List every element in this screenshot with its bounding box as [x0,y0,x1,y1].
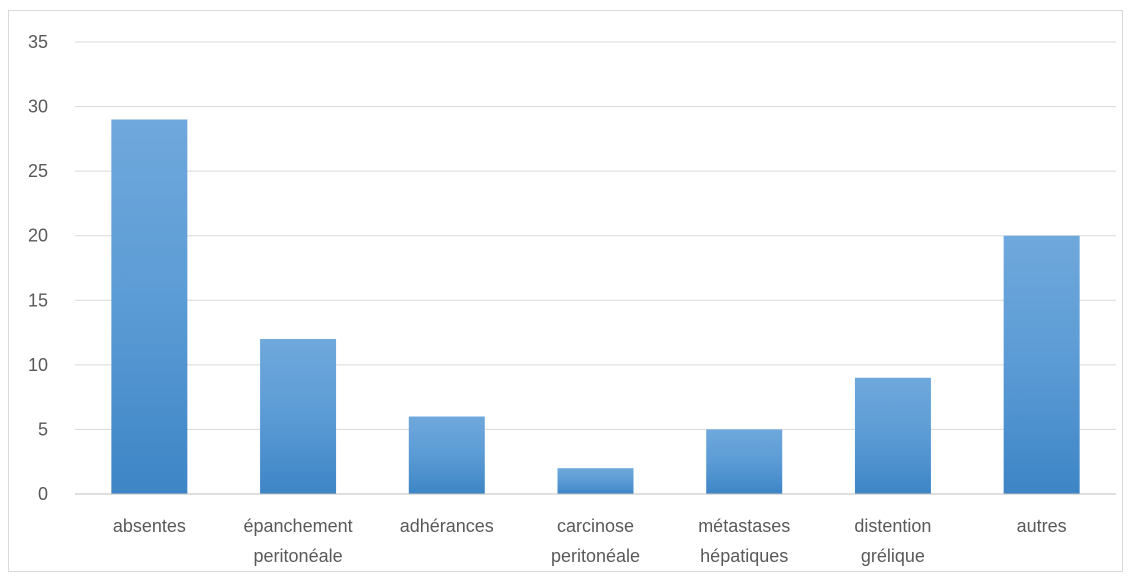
x-tick-label: épanchement peritonéale [244,516,353,566]
x-tick-label: adhérances [400,516,494,536]
bar [260,339,337,494]
x-tick-label: absentes [113,516,186,536]
bar [854,377,931,494]
y-tick-label: 5 [38,419,48,439]
y-tick-label: 25 [28,161,48,181]
x-tick-label: métastases hépatiques [698,516,790,566]
y-tick-label: 10 [28,355,48,375]
y-axis-ticks: 0 5 10 15 20 25 30 35 [28,32,48,504]
y-tick-label: 15 [28,290,48,310]
x-tick-label: distention grélique [854,516,931,566]
y-tick-label: 30 [28,97,48,117]
y-tick-label: 20 [28,226,48,246]
bar [706,429,783,494]
x-tick-label: carcinose peritonéale [551,516,640,566]
bar [111,119,188,494]
bar [408,416,485,494]
bar [1003,235,1080,494]
y-tick-label: 0 [38,484,48,504]
y-tick-label: 35 [28,32,48,52]
bars [111,119,1080,494]
gridlines [75,41,1116,430]
x-axis-ticks: absentes épanchement peritonéale adhérances… [113,516,1067,566]
x-tick-label: autres [1017,516,1067,536]
bar [557,468,634,494]
